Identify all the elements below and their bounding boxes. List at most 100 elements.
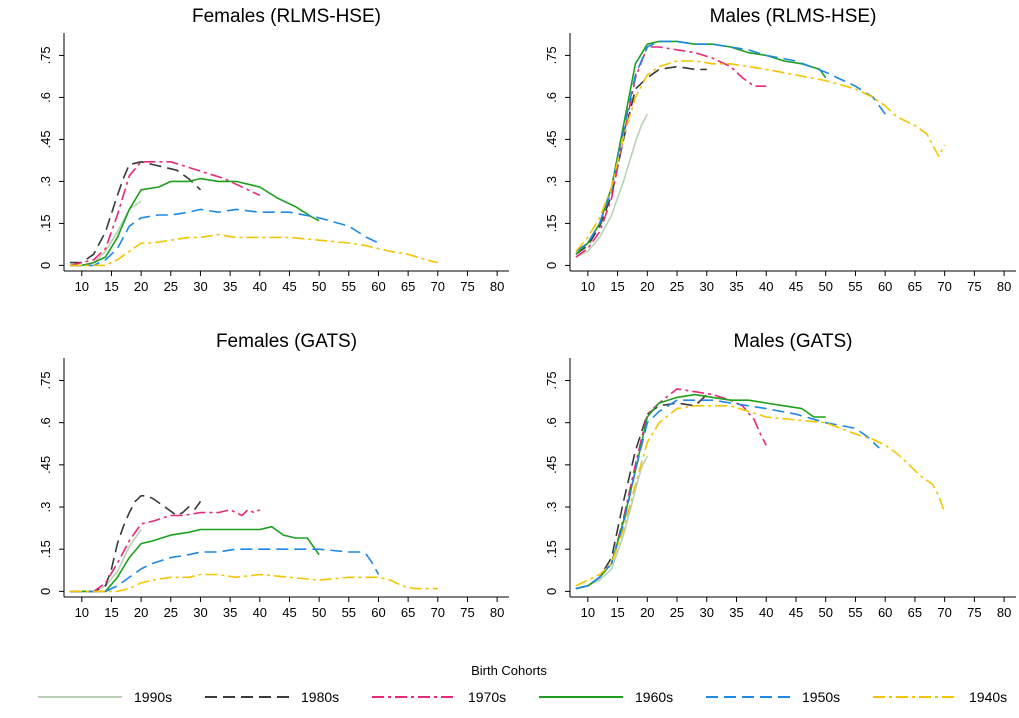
series-line-1990s [575,456,649,590]
y-tick-label: 0 [38,262,53,269]
y-tick-label: .3 [544,176,559,187]
x-tick-label: 35 [223,279,237,294]
x-tick-label: 75 [460,279,474,294]
x-tick-label: 10 [75,605,89,620]
legend-item-1950s: 1950s [706,689,840,705]
panel-3: Females (GATS) 0 .15 .3 .45 .6 .75 10 15 20 25 30 35… [38,331,509,620]
series-line-1990s [575,113,649,258]
y-tick-label: .6 [38,417,53,428]
x-tick-label: 75 [967,279,981,294]
panels: Females (RLMS-HSE) 0 .15 .3 .45 .6 .75 10 15 20 25… [38,6,1016,620]
series-line-1960s [69,525,320,593]
x-tick-label: 30 [700,605,714,620]
legend: Birth Cohorts 1990s 1980s 1970s 1960s 1950s 1… [38,663,1007,705]
x-tick-label: 55 [342,279,356,294]
series-line-1980s [69,494,202,593]
series-line-1960s [575,40,827,255]
y-tick-label: .45 [544,130,559,148]
x-tick-label: 15 [610,605,624,620]
x-tick-label: 45 [282,279,296,294]
y-tick-label: .45 [544,456,559,474]
panel-title: Females (GATS) [216,331,357,352]
x-tick-label: 65 [908,279,922,294]
x-tick-label: 45 [282,605,296,620]
y-tick-label: .3 [38,502,53,513]
series-line-1960s [69,177,320,267]
x-tick-label: 55 [848,279,862,294]
x-tick-label: 15 [104,279,118,294]
x-tick-label: 15 [104,605,118,620]
x-tick-label: 60 [878,279,892,294]
x-tick-label: 35 [729,279,743,294]
x-tick-label: 60 [878,605,892,620]
x-tick-label: 50 [312,279,326,294]
x-tick-label: 25 [670,279,684,294]
panel-2: Males (RLMS-HSE) 0 .15 .3 .45 .6 .75 10 15 20 25 30… [544,6,1016,294]
x-tick-label: 40 [759,279,773,294]
x-tick-label: 60 [371,279,385,294]
x-tick-label: 10 [581,279,595,294]
x-tick-label: 65 [908,605,922,620]
x-tick-label: 70 [937,279,951,294]
series-line-1980s [575,394,708,590]
y-tick-label: .6 [544,417,559,428]
series-line-1970s [575,388,767,590]
legend-label: 1990s [134,689,172,705]
x-tick-label: 20 [640,279,654,294]
x-tick-label: 35 [729,605,743,620]
x-tick-label: 45 [789,605,803,620]
series-line-1940s [69,233,438,267]
x-tick-label: 20 [134,605,148,620]
x-tick-label: 30 [193,279,207,294]
legend-label: 1950s [802,689,840,705]
x-tick-label: 55 [848,605,862,620]
x-tick-label: 40 [253,605,267,620]
x-tick-label: 45 [789,279,803,294]
x-tick-label: 75 [967,605,981,620]
panel-4: Males (GATS) 0 .15 .3 .45 .6 .75 10 15 20 25 30 35 40… [544,331,1016,620]
x-tick-label: 20 [640,605,654,620]
y-tick-label: .45 [38,130,53,148]
x-tick-label: 65 [401,279,415,294]
x-tick-label: 65 [401,605,415,620]
x-tick-label: 50 [818,605,832,620]
panel-title: Males (GATS) [734,331,853,352]
y-tick-label: .75 [38,46,53,64]
y-tick-label: .75 [544,46,559,64]
y-tick-label: 0 [544,262,559,269]
x-tick-label: 25 [670,605,684,620]
series-line-1940s [575,60,946,252]
series-line-1940s [69,573,438,593]
legend-item-1980s: 1980s [205,689,339,705]
x-tick-label: 10 [75,279,89,294]
y-tick-label: .15 [544,214,559,232]
legend-label: 1980s [301,689,339,705]
y-tick-label: .6 [544,92,559,103]
x-tick-label: 20 [134,279,148,294]
y-tick-label: .75 [38,371,53,389]
series-line-1950s [69,548,380,593]
legend-label: 1960s [635,689,673,705]
x-tick-label: 70 [431,605,445,620]
x-tick-label: 40 [759,605,773,620]
x-tick-label: 10 [581,605,595,620]
panel-title: Males (RLMS-HSE) [710,6,877,27]
y-tick-label: .3 [544,502,559,513]
legend-item-1940s: 1940s [873,689,1007,705]
series-line-1950s [69,208,379,267]
legend-item-1990s: 1990s [38,689,172,705]
x-tick-label: 80 [490,279,504,294]
series-line-1940s [575,404,946,587]
series-line-1970s [575,46,767,258]
y-tick-label: .6 [38,92,53,103]
x-tick-label: 40 [253,279,267,294]
x-tick-label: 25 [164,605,178,620]
y-tick-label: .3 [38,176,53,187]
y-tick-label: .75 [544,371,559,389]
legend-items: 1990s 1980s 1970s 1960s 1950s 1940s [38,689,1007,705]
y-tick-label: 0 [38,588,53,595]
x-tick-label: 55 [342,605,356,620]
y-tick-label: .15 [544,540,559,558]
